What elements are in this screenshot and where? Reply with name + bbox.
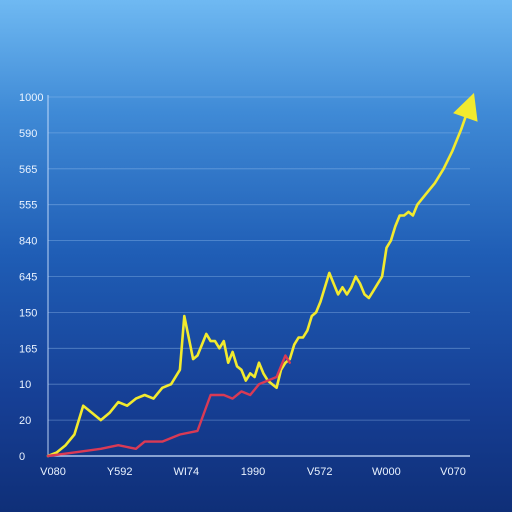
y-tick-label: 150 bbox=[19, 307, 37, 319]
y-tick-label: 590 bbox=[19, 128, 37, 140]
y-tick-label: 1000 bbox=[19, 92, 43, 104]
y-tick-label: 0 bbox=[19, 451, 25, 463]
x-tick-label: V070 bbox=[440, 466, 466, 478]
x-tick-label: WI74 bbox=[173, 466, 199, 478]
grid-lines bbox=[48, 96, 470, 421]
x-tick-label: 1990 bbox=[241, 466, 265, 478]
x-tick-label: W000 bbox=[372, 466, 401, 478]
x-tick-label: V572 bbox=[307, 466, 333, 478]
x-tick-label: V080 bbox=[40, 466, 66, 478]
y-tick-label: 10 bbox=[19, 379, 31, 391]
series-line-yellow bbox=[46, 102, 472, 458]
y-tick-label: 565 bbox=[19, 164, 37, 176]
y-tick-label: 20 bbox=[19, 415, 31, 427]
arrowhead-icon bbox=[453, 92, 478, 122]
y-tick-label: 645 bbox=[19, 272, 37, 284]
series-lines bbox=[46, 92, 478, 458]
x-tick-label: Y592 bbox=[107, 466, 133, 478]
y-tick-label: 840 bbox=[19, 236, 37, 248]
series-line-red bbox=[46, 354, 291, 458]
y-tick-label: 165 bbox=[19, 343, 37, 355]
x-tick-labels: V080 Y592 WI74 1990 V572 W000 V070 bbox=[40, 466, 466, 478]
y-tick-labels: 1000 590 565 555 840 645 150 165 10 20 0 bbox=[19, 92, 43, 463]
y-tick-label: 555 bbox=[19, 200, 37, 212]
